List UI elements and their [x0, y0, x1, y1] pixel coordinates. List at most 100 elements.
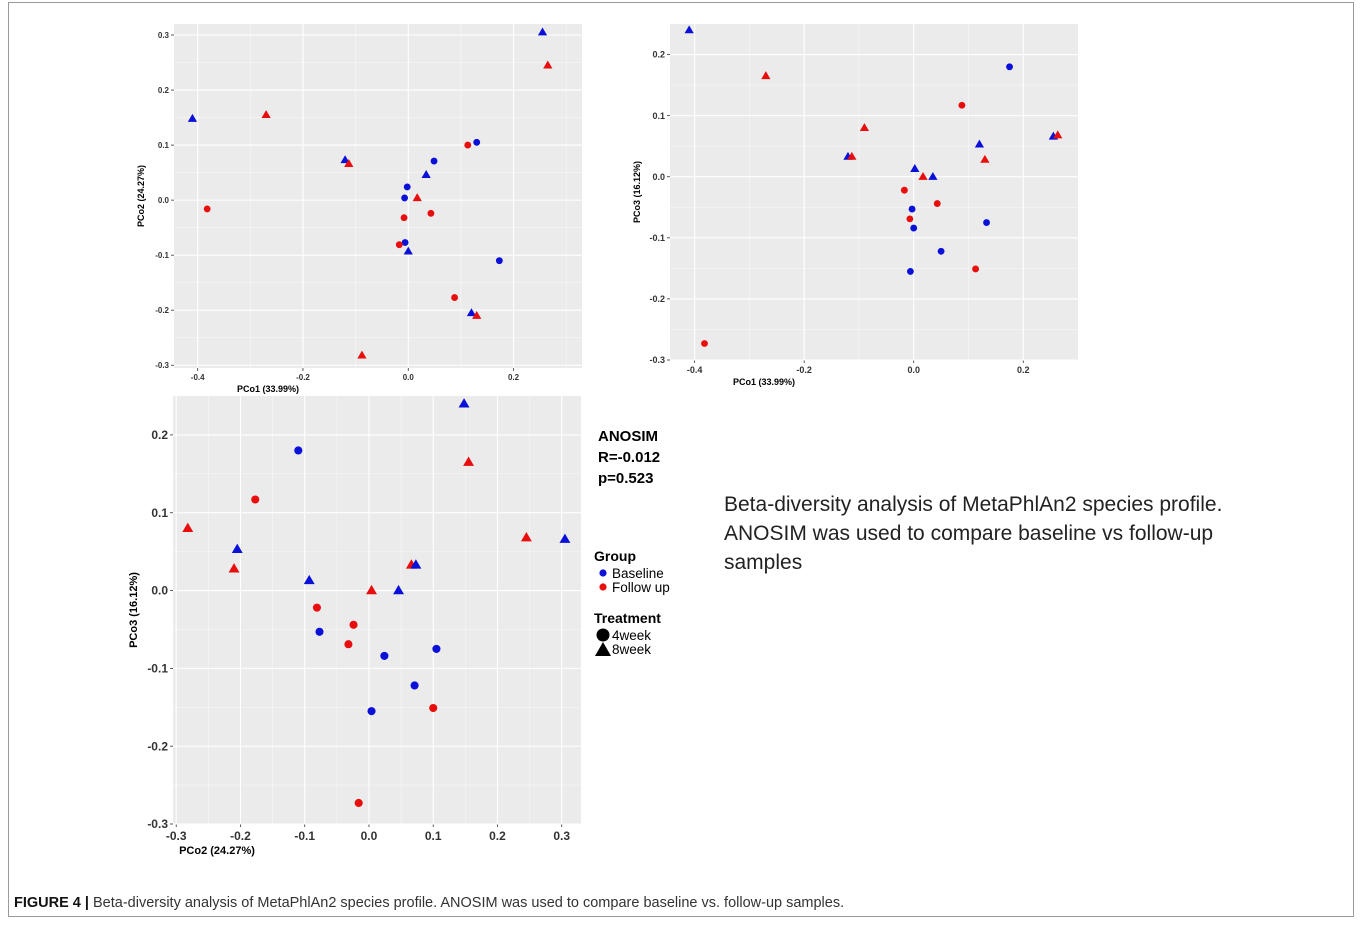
data-point-triangle — [261, 110, 271, 118]
scatter-plot-pco2-pco3: -0.3 -0.2 -0.1 0.0 0.1 0.2 0.3 -0.3 -0.2 -0.1 0.0 0… — [128, 396, 581, 857]
data-point-triangle — [761, 71, 771, 80]
data-point-triangle — [537, 27, 548, 36]
y-axis-label: PCo2 (24.27%) — [136, 165, 146, 227]
data-point-triangle — [458, 398, 470, 408]
y-tick-label: 0.1 — [151, 506, 168, 520]
data-point-triangle — [393, 584, 404, 595]
y-tick-label: -0.3 — [155, 361, 169, 370]
data-point-triangle — [847, 151, 857, 160]
y-tick-label: -0.2 — [649, 294, 665, 304]
figure-caption: FIGURE 4 | Beta-diversity analysis of Me… — [14, 895, 844, 911]
legend-triangle-icon — [594, 641, 612, 657]
data-point-triangle — [187, 113, 198, 122]
legend-item-4week: 4week — [594, 627, 670, 643]
data-point-triangle — [918, 171, 928, 180]
anosim-title: ANOSIM — [598, 428, 658, 445]
y-axis-label: PCo3 (16.12%) — [632, 161, 642, 223]
data-point-triangle — [357, 350, 367, 359]
x-tick-label: -0.2 — [796, 365, 812, 375]
legend-group-title: Group — [594, 548, 636, 564]
data-point-triangle — [859, 123, 870, 132]
y-tick-label: -0.2 — [155, 306, 169, 315]
data-point-triangle — [410, 559, 422, 569]
y-tick-label: 0.2 — [652, 50, 665, 60]
data-point-circle — [432, 644, 441, 653]
y-tick-label: 0.1 — [652, 111, 665, 121]
y-tick-label: -0.3 — [147, 817, 168, 831]
anosim-p-value: p=0.523 — [598, 470, 654, 487]
data-point-triangle — [463, 456, 475, 466]
data-point-circle — [354, 798, 363, 808]
legend-4week-label: 4week — [612, 627, 652, 643]
legend-item-baseline: Baseline — [594, 566, 670, 581]
data-point-circle — [367, 707, 376, 716]
legend-follow-up-label: Follow up — [612, 579, 670, 595]
y-tick-label: 0.1 — [158, 141, 170, 150]
y-axis-label: PCo3 (16.12%) — [128, 572, 140, 648]
data-point-circle — [315, 627, 324, 636]
y-tick-label: -0.2 — [147, 739, 168, 753]
y-tick-label: 0.2 — [158, 86, 170, 95]
data-point-triangle — [182, 522, 194, 533]
x-axis-label: PCo1 (33.99%) — [733, 377, 795, 387]
y-tick-label: -0.1 — [147, 662, 168, 676]
x-tick-label: -0.1 — [294, 829, 315, 843]
data-point-circle — [451, 294, 459, 301]
data-point-circle — [429, 703, 438, 713]
y-tick-label: -0.1 — [649, 233, 665, 243]
data-point-circle — [906, 215, 914, 223]
data-point-circle — [910, 224, 918, 232]
data-point-triangle — [303, 574, 315, 585]
data-point-circle — [937, 247, 945, 255]
data-point-circle — [473, 138, 481, 146]
legend-item-follow-up: Follow up — [594, 579, 670, 595]
data-point-circle — [401, 194, 409, 202]
scatter-plot-pco1-pco2: -0.4 -0.2 0.0 0.2 -0.3 -0.2 -0.1 0.0 0.1 0.2 0.3 PC… — [136, 24, 582, 394]
plot-panel — [670, 24, 1078, 360]
data-point-circle — [400, 214, 408, 222]
data-point-triangle — [559, 533, 571, 543]
x-tick-label: 0.2 — [1017, 365, 1030, 375]
data-point-triangle — [412, 193, 422, 202]
annotation-note: Beta-diversity analysis of MetaPhlAn2 sp… — [724, 493, 1223, 574]
data-point-triangle — [344, 159, 354, 167]
data-point-circle — [203, 205, 211, 213]
data-point-circle — [403, 183, 411, 191]
data-point-circle — [430, 157, 438, 165]
x-tick-label: -0.4 — [191, 373, 205, 382]
data-point-circle — [900, 186, 908, 194]
data-point-circle — [427, 209, 435, 217]
data-point-triangle — [1053, 130, 1063, 139]
data-point-triangle — [974, 139, 985, 148]
data-point-triangle — [543, 60, 553, 69]
data-point-circle — [908, 205, 916, 213]
x-tick-label: -0.4 — [687, 365, 703, 375]
data-point-circle — [294, 446, 303, 455]
legend: Group Baseline Follow up Treatment 4week… — [594, 548, 670, 657]
data-point-triangle — [928, 171, 938, 180]
y-tick-label: -0.1 — [155, 251, 169, 260]
x-tick-label: -0.3 — [166, 829, 187, 843]
data-point-circle — [958, 101, 966, 109]
data-point-circle — [349, 620, 358, 629]
legend-baseline-dot — [594, 568, 612, 578]
legend-treatment-title: Treatment — [594, 610, 661, 626]
figure-frame — [8, 2, 1354, 917]
y-tick-label: 0.0 — [158, 196, 170, 205]
legend-follow-up-dot — [594, 582, 612, 592]
data-point-circle — [983, 219, 990, 226]
data-point-circle — [701, 340, 708, 347]
data-point-circle — [251, 495, 260, 504]
legend-item-8week: 8week — [594, 641, 670, 657]
data-point-triangle — [340, 155, 350, 164]
anosim-summary: ANOSIM R=-0.012 p=0.523 — [598, 426, 660, 489]
y-tick-label: 0.3 — [158, 31, 170, 40]
data-point-triangle — [231, 543, 243, 554]
data-point-circle — [395, 241, 403, 249]
x-tick-label: 0.3 — [553, 829, 570, 843]
y-tick-label: 0.0 — [151, 584, 168, 598]
x-tick-label: 0.0 — [361, 829, 378, 843]
data-point-circle — [972, 265, 980, 273]
data-point-circle — [344, 640, 353, 649]
data-point-circle — [401, 239, 409, 246]
